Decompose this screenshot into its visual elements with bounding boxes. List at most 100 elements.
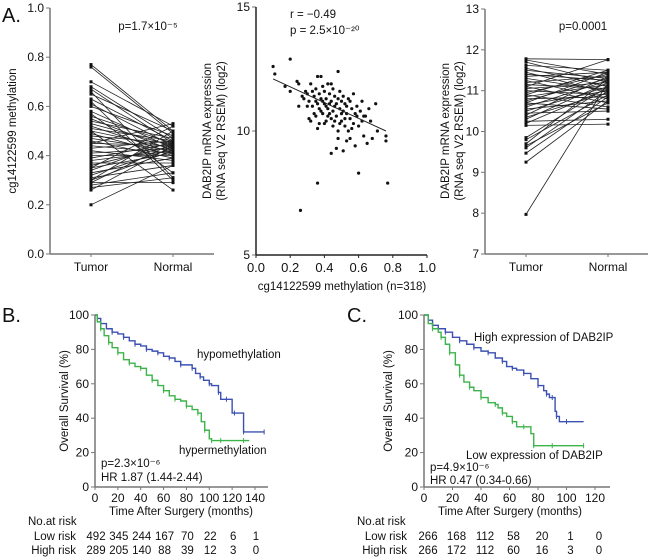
panel-b-km-methylation: B. Overall Survival (%) Time After Surge… <box>2 305 281 557</box>
scatter-point <box>331 87 335 91</box>
risk-cell: 3 <box>230 545 236 557</box>
y-tick-label: 0.6 <box>27 99 44 113</box>
scatter-point <box>298 208 303 212</box>
tumor-point <box>524 76 528 80</box>
tumor-point <box>524 89 528 93</box>
scatter-point <box>307 99 311 103</box>
paired-line <box>90 64 174 132</box>
x-ticks: Tumor Normal <box>74 254 192 274</box>
tumor-point <box>524 142 528 146</box>
normal-point <box>171 136 175 140</box>
y-ticks: 7 8 9 10 11 12 13 <box>466 2 485 261</box>
tumor-point <box>524 151 528 155</box>
scatter-point <box>367 107 371 111</box>
tumor-point <box>524 113 528 117</box>
y-ticks: 0 20 40 60 80 100 <box>398 308 424 494</box>
scatter-point <box>295 79 299 83</box>
scatter-point <box>339 112 344 116</box>
scatter-point <box>315 74 320 79</box>
scatter-point <box>345 104 349 108</box>
axes <box>484 9 648 255</box>
paired-line <box>525 84 609 90</box>
normal-point <box>606 81 610 84</box>
normal-point <box>171 122 175 126</box>
risk-cell: 289 <box>86 545 105 557</box>
tumor-point <box>524 81 528 84</box>
tumor-point <box>524 97 528 101</box>
survival-curve-blue <box>424 314 584 423</box>
x-tick-label: 40 <box>474 491 488 505</box>
normal-point <box>606 85 610 89</box>
normal-point <box>171 141 175 145</box>
risk-cell: 20 <box>536 531 549 543</box>
tumor-point <box>89 178 93 182</box>
scatter-point <box>358 109 362 113</box>
risk-row-label-high: High risk <box>362 545 407 557</box>
tumor-point <box>89 104 93 108</box>
normal-point <box>606 68 610 72</box>
x-tick-label: 60 <box>503 491 517 505</box>
scatter-point <box>329 117 333 121</box>
risk-row-label-high: High risk <box>31 545 76 557</box>
tumor-point <box>89 124 93 128</box>
tumor-point <box>524 144 528 148</box>
x-ticks: 0 20 40 60 80 100 120 140 <box>92 487 265 505</box>
scatter-point <box>317 92 321 96</box>
scatter-point <box>339 119 344 123</box>
scatter-point <box>324 119 328 123</box>
scatter-point <box>341 149 345 153</box>
annotation-hazard-ratio: HR 0.47 (0.34-0.66) <box>430 475 532 487</box>
y-tick-label: 0 <box>82 480 89 494</box>
tumor-point <box>524 74 528 78</box>
scatter-point <box>322 121 326 126</box>
y-tick-label: 40 <box>76 411 90 425</box>
normal-point <box>171 159 175 163</box>
scatter-point <box>327 112 332 116</box>
risk-cell: 112 <box>476 531 494 543</box>
scatter-point <box>368 119 373 123</box>
y-tick-label: 15 <box>237 0 251 14</box>
normal-point <box>171 149 175 153</box>
y-tick-label: 100 <box>398 308 418 322</box>
x-tick-label: 140 <box>245 491 265 505</box>
panel-a-expression-paired: p=0.0001 DAB2IP mRNA expression (RNA seq… <box>440 2 648 274</box>
tumor-point <box>89 161 93 165</box>
scatter-point <box>336 69 340 74</box>
paired-line <box>90 101 174 181</box>
scatter-point <box>329 99 333 103</box>
paired-line <box>90 142 174 184</box>
paired-line <box>525 59 609 75</box>
annotation-p-value: p=4.9×10⁻⁶ <box>430 462 490 474</box>
scatter-point <box>334 114 338 118</box>
paired-line <box>90 165 174 206</box>
scatter-point <box>309 119 313 123</box>
tumor-point <box>89 80 93 84</box>
scatter-point <box>271 64 275 69</box>
normal-point <box>171 176 175 180</box>
y-tick-label: 100 <box>69 308 89 322</box>
tumor-point <box>524 109 528 113</box>
tumor-point <box>89 181 93 185</box>
tumor-point <box>524 58 528 62</box>
y-tick-label: 13 <box>466 2 480 16</box>
scatter-point <box>365 141 369 145</box>
x-tick-label: 100 <box>556 491 576 505</box>
scatter-point <box>343 124 347 128</box>
y-tick-label: 10 <box>466 125 480 139</box>
paired-line <box>525 86 609 138</box>
scatter-point <box>310 89 315 93</box>
y-axis-label-line1: DAB2IP mRNA expression <box>440 63 452 199</box>
normal-point <box>606 89 610 93</box>
tumor-point <box>89 188 93 192</box>
scatter-point <box>310 104 315 108</box>
normal-point <box>606 72 610 76</box>
paired-line <box>90 150 174 181</box>
scatter-point <box>300 94 304 98</box>
scatter-point <box>329 82 333 86</box>
scatter-point <box>317 107 321 111</box>
scatter-point <box>351 121 356 126</box>
scatter-point <box>331 109 335 113</box>
scatter-point <box>355 104 359 108</box>
scatter-point <box>336 136 340 141</box>
risk-cell: 172 <box>447 545 466 557</box>
